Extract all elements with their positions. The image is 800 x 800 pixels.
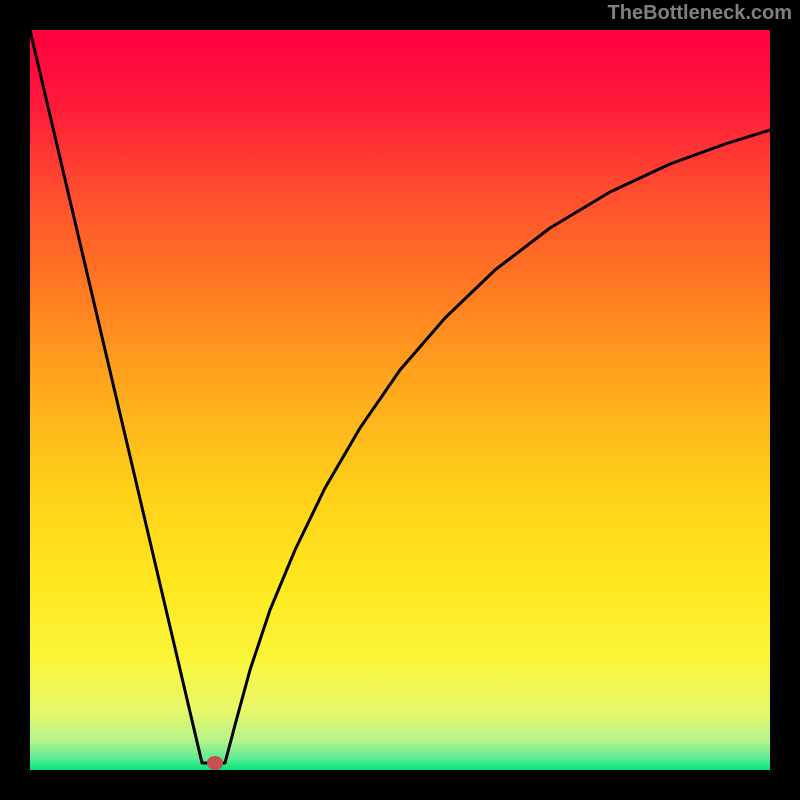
plot-area bbox=[30, 30, 770, 770]
curve-path bbox=[30, 30, 770, 763]
plot-frame bbox=[30, 30, 770, 770]
watermark-text: TheBottleneck.com bbox=[608, 2, 792, 25]
minimum-marker bbox=[207, 756, 223, 770]
bottleneck-curve bbox=[30, 30, 770, 770]
